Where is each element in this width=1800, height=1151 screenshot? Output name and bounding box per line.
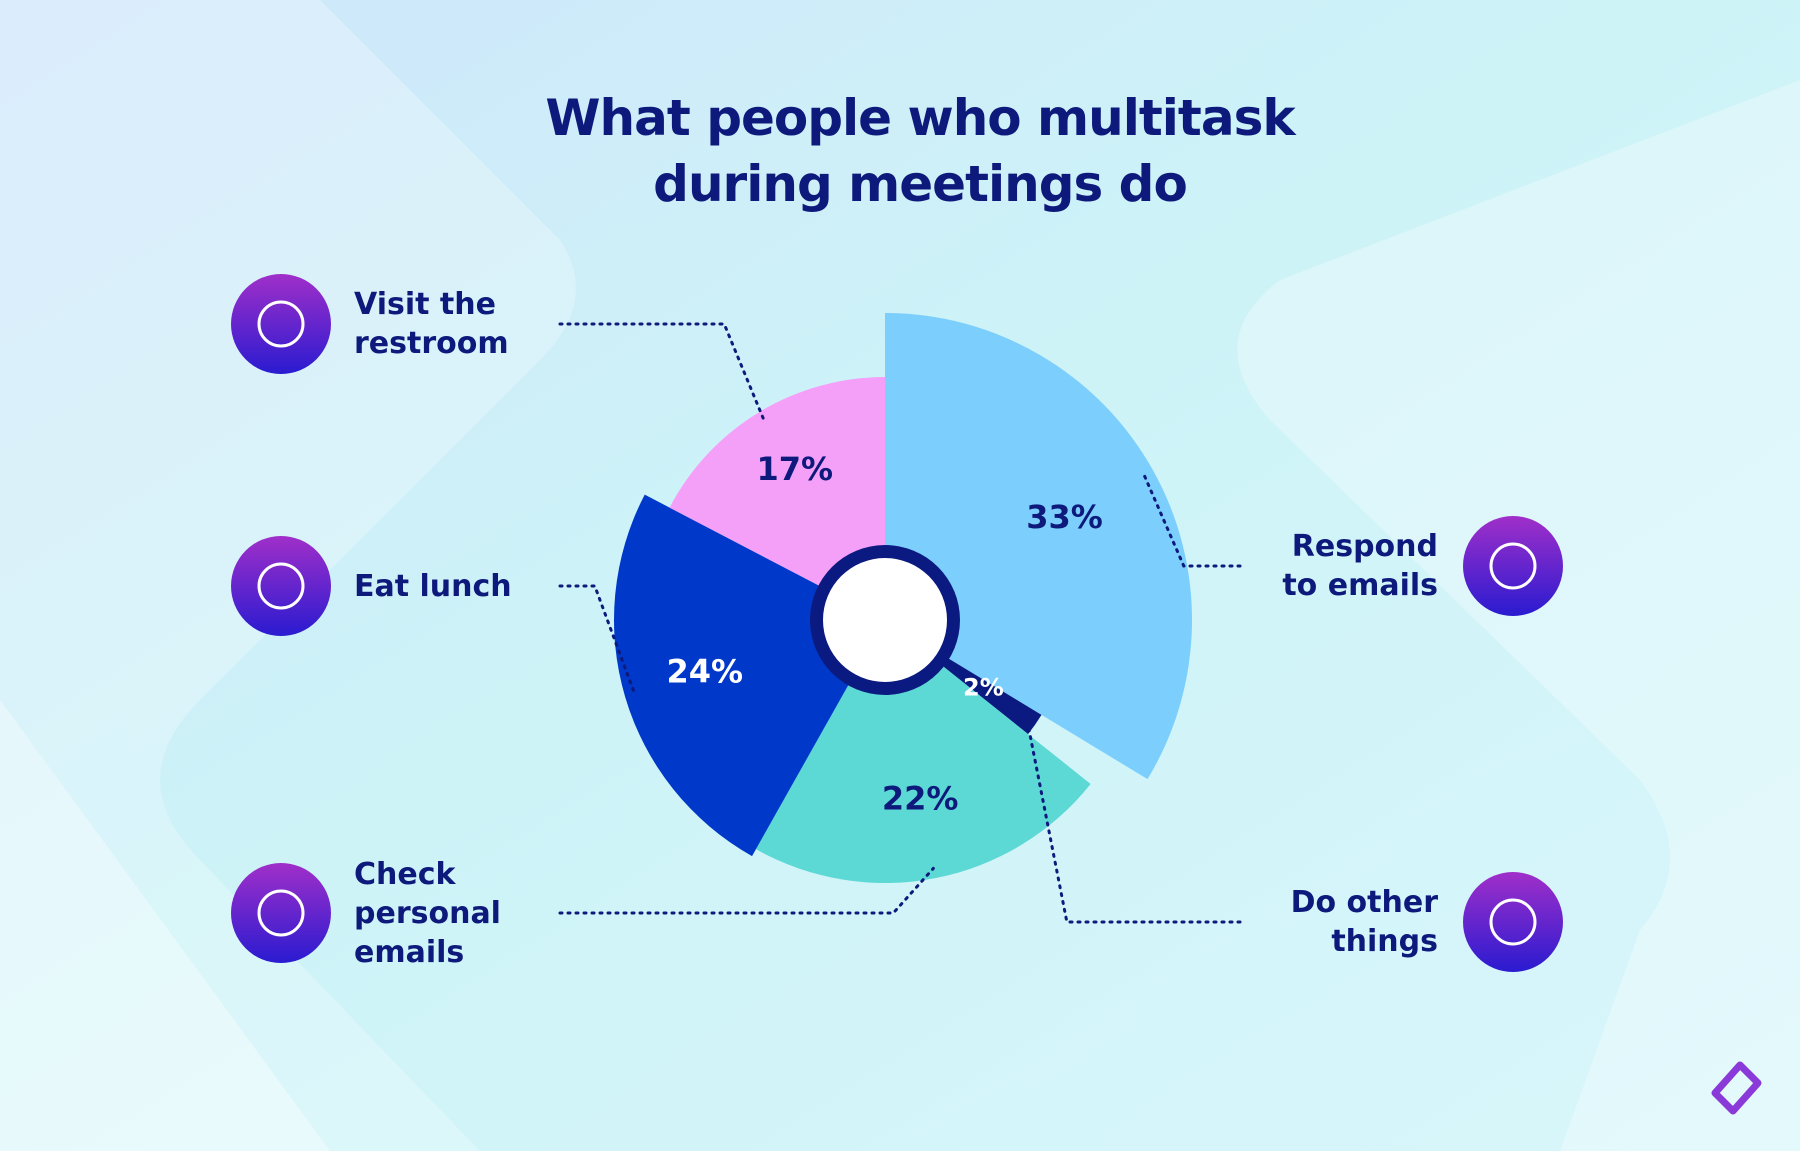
leader-line: [558, 322, 766, 423]
icon-glyph: [1489, 542, 1537, 590]
value-label: 2%: [963, 674, 1004, 702]
category-label-box: Check personal emails: [354, 856, 501, 970]
category-label-box: Eat lunch: [354, 568, 512, 604]
icon-glyph: [257, 300, 305, 348]
category-label: Eat lunch: [354, 568, 512, 604]
chart-title-box: What people who multitask during meeting…: [545, 89, 1295, 213]
icon-glyph: [257, 889, 305, 937]
icon: [1463, 516, 1563, 616]
slice: [614, 494, 885, 857]
category-label: Do other things: [1290, 885, 1438, 959]
leader-line: [1025, 717, 1242, 924]
leader-line: [1142, 472, 1242, 568]
leader-line: [558, 866, 935, 915]
icon-glyph: [257, 562, 305, 610]
value-label: 22%: [882, 780, 959, 818]
value-label: 17%: [757, 450, 834, 488]
slice: [669, 377, 885, 620]
value-label: 24%: [666, 652, 743, 690]
icon: [231, 536, 331, 636]
slice: [885, 313, 1192, 780]
leader-line: [558, 584, 637, 696]
slice: [755, 620, 1091, 883]
icon: [231, 863, 331, 963]
category-label-box: Do other things: [1290, 885, 1438, 959]
logo: [1711, 1061, 1762, 1115]
center-hole: [823, 558, 947, 682]
chart-title: What people who multitask during meeting…: [545, 89, 1295, 213]
category-label-box: Visit the restroom: [354, 287, 509, 361]
category-label: Check personal emails: [354, 856, 501, 970]
category-label: Visit the restroom: [354, 287, 509, 361]
value-label: 33%: [1026, 498, 1103, 536]
icon-glyph: [1489, 898, 1537, 946]
category-label: Respond to emails: [1282, 529, 1438, 603]
category-label-box: Respond to emails: [1282, 529, 1438, 603]
decor: [0, 700, 330, 1151]
icon: [1463, 872, 1563, 972]
icon: [231, 274, 331, 374]
